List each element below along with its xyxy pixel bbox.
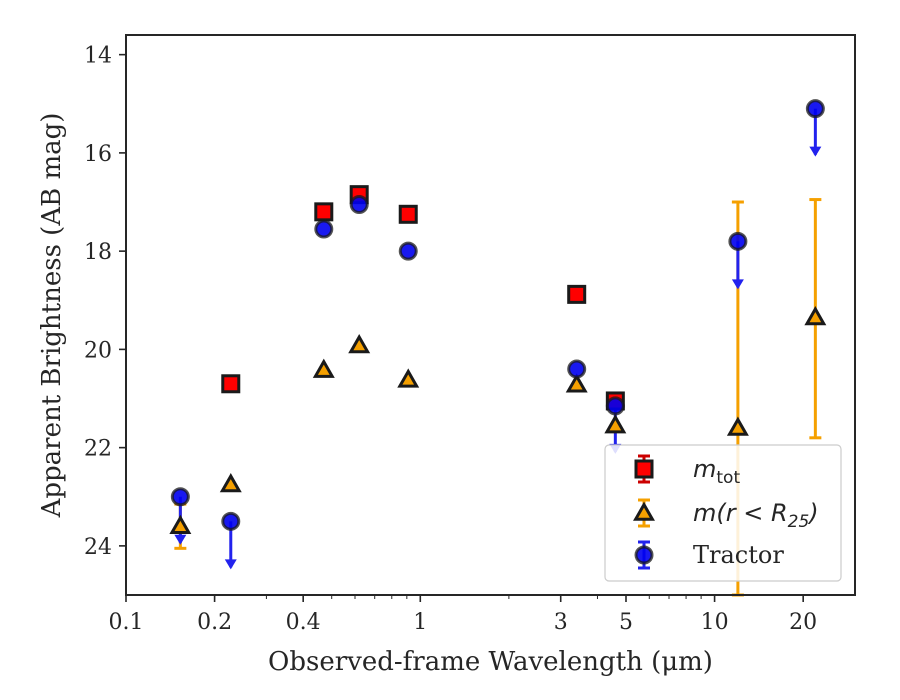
tractor-arrow-head: [224, 559, 237, 570]
legend-label-mr25: m(r < R25): [693, 499, 819, 532]
ticks-layer: 0.1 0.2 0.4 1 3 5 10 20 14 16 18 20 22 24: [84, 44, 817, 635]
mr25-point: [312, 358, 335, 378]
legend: mtot m(r < R25) Tractor: [604, 444, 842, 582]
mr25-point: [604, 414, 627, 434]
mr25-point: [169, 514, 192, 535]
y-tick-label: 20: [84, 338, 112, 363]
legend-box: [604, 444, 842, 582]
tractor-point: [221, 511, 241, 531]
tractor-point: [314, 219, 334, 239]
x-axis-title: Observed-frame Wavelength (μm): [268, 647, 713, 677]
tractor-point: [349, 194, 369, 214]
x-tick-label: 0.2: [197, 610, 232, 635]
x-tick-label: 0.1: [109, 610, 144, 635]
mr25-point: [219, 473, 242, 493]
tractor-point: [170, 487, 190, 507]
x-tick-label: 20: [789, 610, 817, 635]
mtot-point: [221, 374, 241, 394]
mr25-point: [397, 368, 420, 388]
x-tick-label: 1: [413, 610, 427, 635]
x-tick-label: 3: [554, 610, 568, 635]
y-tick-label: 16: [84, 142, 112, 167]
tractor-arrow-head: [809, 146, 822, 157]
y-tick-label: 24: [84, 535, 112, 560]
legend-mtot-marker: [634, 459, 654, 479]
tractor-point: [805, 99, 825, 119]
x-tick-label: 10: [701, 610, 729, 635]
tractor-point: [605, 396, 625, 416]
mr25-point: [348, 334, 371, 354]
mtot-point: [567, 284, 587, 304]
tractor-point: [567, 359, 587, 379]
plot-frame: [125, 34, 856, 596]
marker-layer: [169, 99, 827, 535]
mtot-point: [314, 202, 334, 222]
tractor-arrow-head: [174, 534, 187, 545]
mr25-point: [565, 373, 588, 393]
mr25-point: [804, 306, 827, 326]
y-tick-label: 18: [84, 240, 112, 265]
mr25-point: [726, 416, 749, 436]
legend-label-mtot: mtot: [693, 455, 740, 488]
legend-tractor-marker: [634, 545, 654, 565]
tractor-point: [728, 231, 748, 251]
tractor-arrow-head: [731, 279, 744, 290]
legend-label-tractor: Tractor: [693, 541, 784, 569]
x-tick-label: 0.4: [286, 610, 321, 635]
x-tick-label: 5: [619, 610, 633, 635]
y-tick-label: 14: [84, 44, 112, 69]
legend-mr25-marker: [633, 501, 655, 521]
y-axis-title: Apparent Brightness (AB mag): [37, 113, 67, 519]
tractor-point: [398, 241, 418, 261]
mtot-point: [398, 204, 418, 224]
y-tick-label: 22: [84, 437, 112, 462]
